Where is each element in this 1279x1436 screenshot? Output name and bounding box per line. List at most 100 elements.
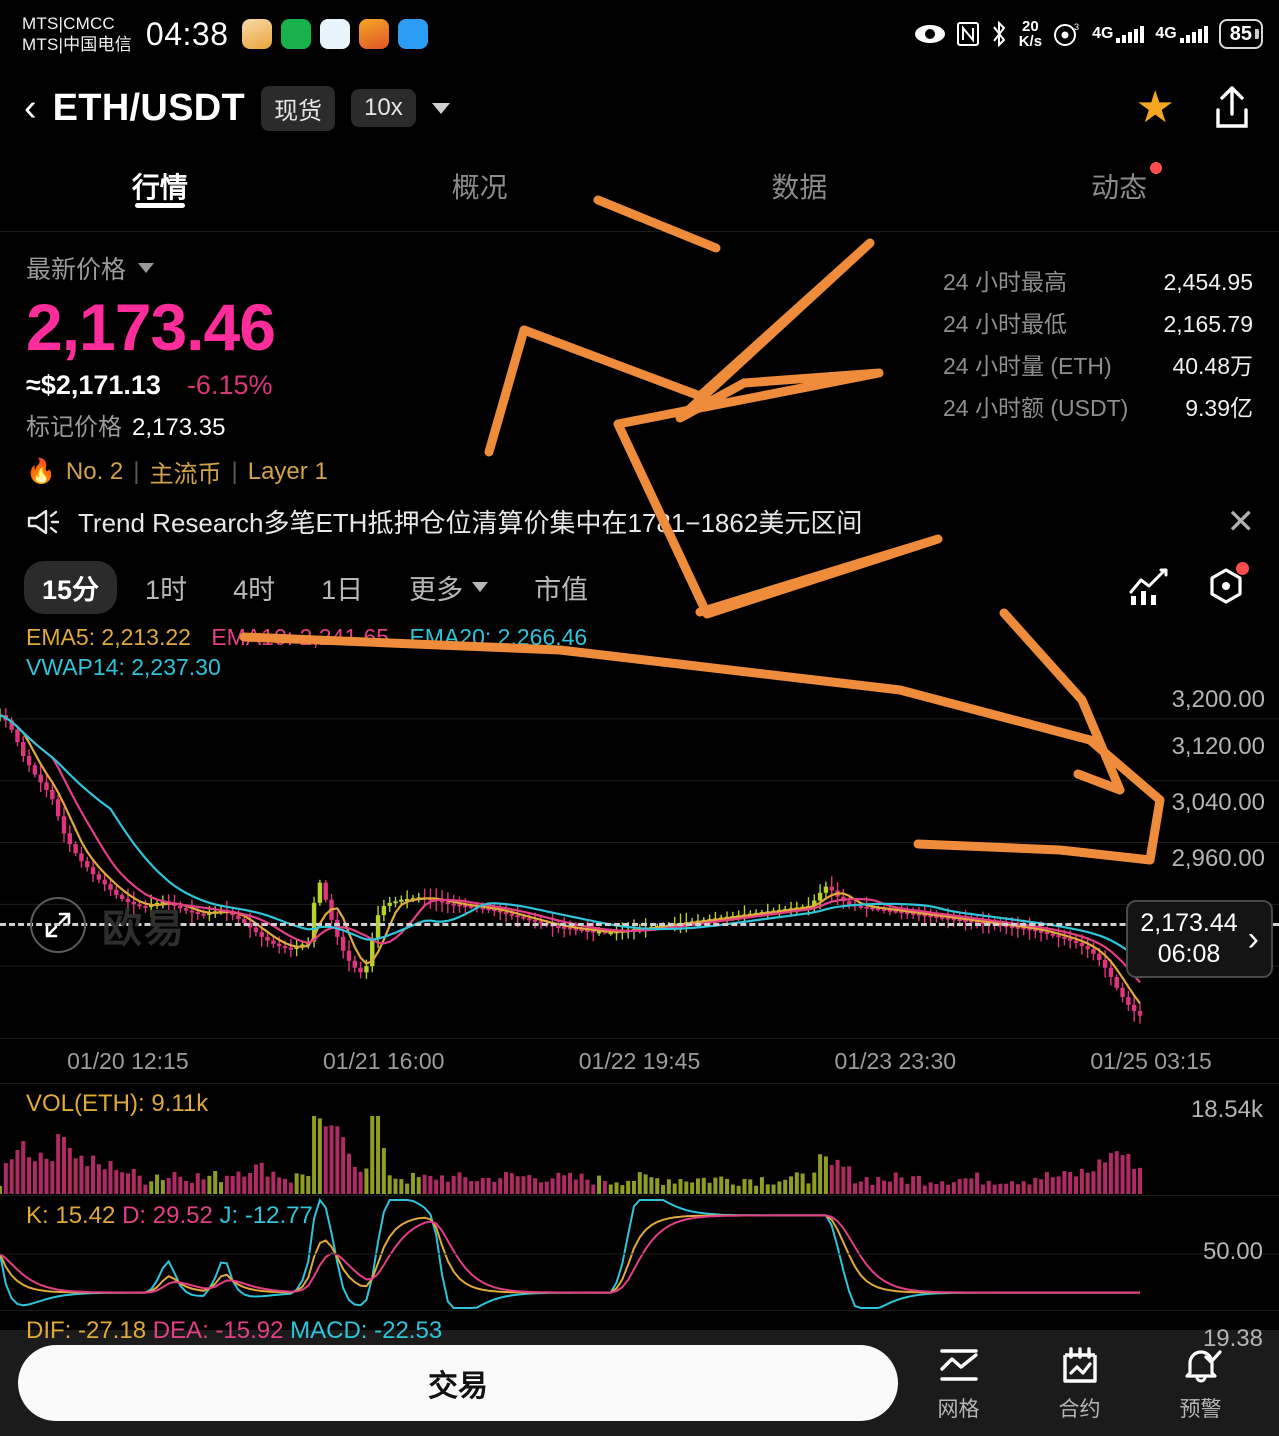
x-tick: 01/23 23:30 (834, 1047, 957, 1074)
last-price: 2,173.46 (26, 290, 276, 364)
timeframe-label: 4时 (233, 574, 276, 605)
news-ticker[interactable]: Trend Research多笔ETH抵押仓位清算价集中在1781−1862美元… (0, 489, 1279, 556)
megaphone-icon (27, 509, 60, 534)
timeframe-1h[interactable]: 1时 (127, 561, 205, 614)
tab-label: 动态 (1091, 172, 1148, 203)
timeframe-label: 1时 (145, 574, 188, 605)
price-marker-text: 2,173.44 06:08 (1140, 908, 1237, 970)
current-price-line (0, 923, 1279, 926)
chevron-down-icon[interactable] (138, 263, 155, 273)
stat-key: 24 小时最高 (943, 269, 1067, 295)
ema5-label: EMA5: 2,213.22 (26, 624, 191, 650)
mail-icon (359, 19, 390, 49)
settings-hexagon-icon[interactable] (1203, 564, 1249, 610)
chevron-down-icon (472, 582, 489, 592)
nav-label: 合约 (1058, 1398, 1101, 1421)
rank-tag[interactable]: No. 2 (65, 457, 124, 485)
nav-grid[interactable]: 网格 (898, 1343, 1019, 1423)
tag-separator: | (231, 457, 238, 485)
volume-canvas (0, 1116, 1142, 1194)
star-icon[interactable]: ★ (1135, 83, 1175, 132)
news-text[interactable]: Trend Research多笔ETH抵押仓位清算价集中在1781−1862美元… (78, 508, 863, 538)
message-icon (398, 19, 429, 49)
x-tick: 01/22 19:45 (578, 1047, 701, 1074)
x-tick: 01/20 12:15 (67, 1047, 189, 1074)
chart-watermark: 欧易 (30, 896, 186, 954)
share-icon[interactable] (1209, 84, 1255, 132)
tag-mainstream[interactable]: 主流币 (149, 461, 222, 488)
stat-value: 9.39亿 (1185, 395, 1253, 421)
chevron-right-icon[interactable]: › (1247, 919, 1259, 958)
nav-label: 网格 (937, 1398, 980, 1421)
stat-key: 24 小时量 (ETH) (943, 353, 1112, 379)
status-indicators: 20 K/s 3 4G 4G 85 (914, 18, 1263, 50)
chevron-down-icon[interactable] (431, 102, 450, 114)
tab-label: 概况 (451, 172, 508, 203)
header-actions: ★ (1136, 84, 1255, 132)
nav-contract[interactable]: 合约 (1019, 1343, 1140, 1423)
macd-label: DIF: -27.18 DEA: -15.92 MACD: -22.53 (26, 1317, 442, 1345)
macd-dif: DIF: -27.18 (26, 1317, 147, 1344)
grid-chart-icon (939, 1349, 978, 1381)
timeframe-more[interactable]: 更多 (391, 561, 506, 614)
timeframe-label: 更多 (409, 574, 464, 605)
tag-separator: | (133, 457, 140, 485)
kdj-max: 50.00 (1202, 1238, 1263, 1265)
nav-label: 预警 (1179, 1398, 1222, 1421)
x-tick: 01/21 16:00 (322, 1047, 445, 1074)
market-type-chip[interactable]: 现货 (261, 85, 336, 131)
close-icon[interactable]: ✕ (1226, 502, 1256, 541)
tab-overview[interactable]: 概况 (320, 148, 640, 206)
chart-tool-buttons (1127, 562, 1255, 610)
tag-layer1[interactable]: Layer 1 (247, 457, 328, 485)
tab-data[interactable]: 数据 (640, 148, 960, 206)
bluetooth-icon (992, 21, 1006, 47)
qq-icon (320, 19, 351, 49)
timeframe-bar: 15分 1时 4时 1日 更多 市值 (0, 556, 1279, 618)
network-speed: 20 K/s (1018, 18, 1043, 50)
ema10-label: EMA10: 2,241.65 (211, 624, 390, 650)
candlestick-canvas[interactable] (0, 688, 1279, 1028)
mark-price-value: 2,173.35 (132, 414, 226, 441)
vwap14-label: VWAP14: 2,237.30 (26, 654, 221, 680)
volume-panel[interactable]: VOL(ETH): 9.11k 18.54k (0, 1084, 1279, 1196)
trade-button[interactable]: 交易 (18, 1345, 898, 1421)
contract-icon (1062, 1347, 1097, 1383)
stat-value: 2,165.79 (1163, 311, 1253, 337)
stat-row: 24 小时最高 2,454.95 (943, 266, 1253, 299)
alert-bell-icon (1184, 1350, 1222, 1383)
price-chart[interactable]: EMA5: 2,213.22 EMA10: 2,241.65 EMA20: 2,… (0, 618, 1279, 1038)
carrier-line-1: MTS|CMCC (22, 14, 115, 33)
timeframe-1d[interactable]: 1日 (303, 561, 381, 614)
timeframe-label: 15分 (42, 574, 100, 605)
back-button[interactable]: ‹ (24, 87, 37, 129)
stat-key: 24 小时最低 (943, 311, 1067, 337)
leverage-chip[interactable]: 10x (351, 89, 416, 127)
price-label-row[interactable]: 最新价格 (26, 250, 666, 286)
chart-indicator-icon[interactable] (1127, 566, 1173, 608)
nav-alert[interactable]: 预警 (1140, 1343, 1261, 1423)
tab-news[interactable]: 动态 (959, 148, 1279, 206)
settings-badge-dot (1236, 562, 1249, 575)
stat-key: 24 小时额 (USDT) (943, 395, 1129, 421)
kdj-k: K: 15.42 (26, 1202, 116, 1229)
price-main: 最新价格 2,173.46 ≈$2,171.13 -6.15% 标记价格 2,17… (26, 250, 666, 489)
expand-icon[interactable] (30, 897, 86, 953)
tab-label: 行情 (131, 172, 188, 203)
mark-price-row: 标记价格 2,173.35 (26, 407, 666, 442)
status-bar: MTS|CMCC MTS|中国电信 04:38 20 K/s 3 4G (0, 0, 1279, 68)
signal-group-2: 4G (1155, 25, 1208, 43)
price-marker[interactable]: 2,173.44 06:08 › (1126, 900, 1273, 978)
timeframe-15m[interactable]: 15分 (24, 560, 118, 614)
timeframe-marketcap[interactable]: 市值 (516, 561, 606, 614)
kdj-j: J: -12.77 (219, 1202, 313, 1229)
y-tick: 3,120.00 (1171, 733, 1265, 760)
stat-value: 2,454.95 (1163, 269, 1253, 295)
timeframe-4h[interactable]: 4时 (215, 561, 293, 614)
carrier-info: MTS|CMCC MTS|中国电信 (22, 13, 132, 55)
coin-tags: 🔥 No. 2 | 主流币 | Layer 1 (26, 454, 666, 489)
kdj-panel[interactable]: K: 15.42 D: 29.52 J: -12.77 50.00 (0, 1196, 1279, 1311)
tab-quotes[interactable]: 行情 (0, 148, 320, 206)
stats-list: 24 小时最高 2,454.95 24 小时最低 2,165.79 24 小时量 (… (943, 250, 1253, 489)
price-marker-time: 06:08 (1157, 940, 1221, 968)
